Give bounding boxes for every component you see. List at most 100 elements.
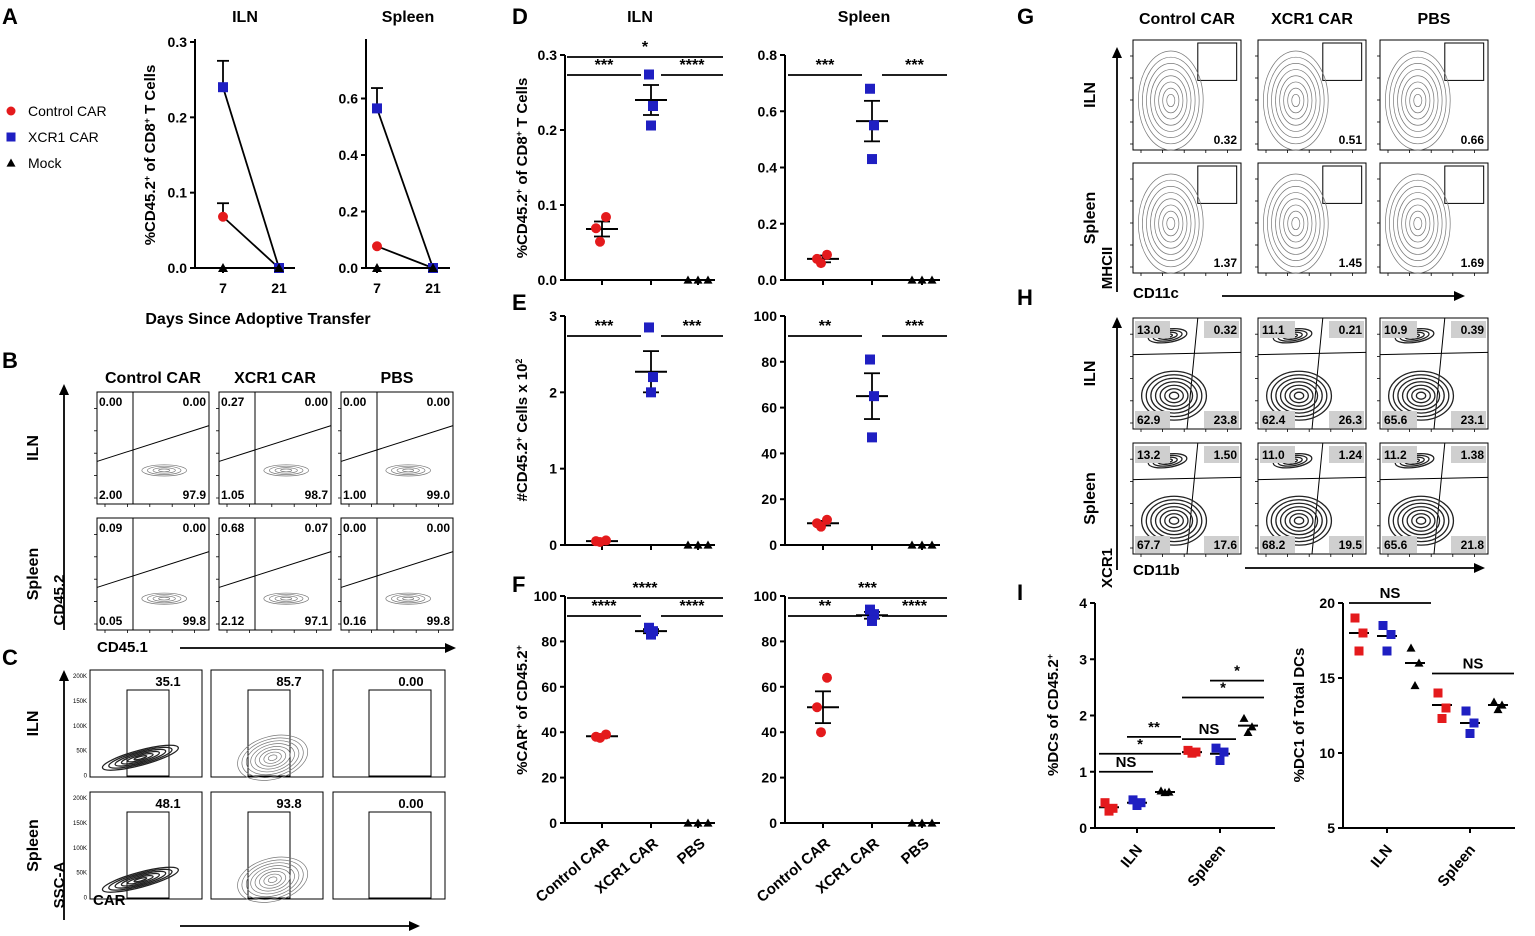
g-col-2: PBS bbox=[1418, 11, 1451, 28]
c-yaxis-label: SSC-A bbox=[51, 861, 68, 908]
c-row-0: ILN bbox=[25, 711, 42, 737]
a-yticklabel-0-0: 0.0 bbox=[168, 260, 188, 276]
g-contour bbox=[1158, 81, 1184, 120]
sig-label-6-0: **** bbox=[592, 598, 618, 615]
g-contour bbox=[1389, 56, 1447, 145]
dp-yticklabel-7-2: 40 bbox=[761, 724, 777, 740]
h-xarrow-head bbox=[1474, 563, 1485, 573]
i-point-8 bbox=[1160, 788, 1170, 797]
dp-point-7 bbox=[917, 818, 927, 827]
panel-label-i: I bbox=[1017, 580, 1023, 605]
a-xticklabel-0-0: 7 bbox=[219, 280, 227, 296]
a-yticklabel-1-3: 0.6 bbox=[339, 91, 359, 107]
g-contour bbox=[1138, 173, 1204, 274]
c-contour bbox=[259, 748, 287, 767]
h-q-12-1: 1.38 bbox=[1461, 448, 1485, 462]
c-gate bbox=[247, 689, 291, 777]
g-contour bbox=[1271, 186, 1321, 261]
g-contour bbox=[1271, 63, 1321, 138]
b-q-ul-01: 0.27 bbox=[221, 395, 245, 409]
h-contour-main bbox=[1140, 495, 1208, 546]
g-contour bbox=[1397, 192, 1439, 255]
h-gate-vertical bbox=[1186, 317, 1199, 430]
h-quad-bg bbox=[1451, 536, 1486, 553]
b-q-ur-12: 0.00 bbox=[427, 521, 451, 535]
a-point-1 bbox=[428, 263, 438, 272]
b-q-ll-02: 1.00 bbox=[343, 488, 367, 502]
g-gate bbox=[1444, 165, 1485, 204]
i-sig-label-9-1: NS bbox=[1463, 656, 1484, 673]
f-ylabel: %CAR+ of CD45.2+ bbox=[514, 645, 531, 775]
c-value-11: 93.8 bbox=[276, 796, 301, 811]
dp-category-7-2: PBS bbox=[898, 835, 933, 868]
c-contour bbox=[254, 868, 291, 892]
a-yticklabel-0-1: 0.1 bbox=[168, 185, 188, 201]
panel-label-h: H bbox=[1017, 285, 1033, 310]
b-contour bbox=[152, 595, 176, 602]
i-yticklabel-8-3: 3 bbox=[1079, 651, 1087, 667]
h-contour-main bbox=[1168, 516, 1180, 525]
h-q-10-3: 17.6 bbox=[1214, 538, 1238, 552]
h-q-02-3: 23.1 bbox=[1461, 413, 1485, 427]
h-gate-horizontal bbox=[1132, 476, 1242, 481]
dp-point-6 bbox=[703, 818, 713, 827]
i-yticklabel-8-1: 1 bbox=[1079, 764, 1087, 780]
g-contour bbox=[1150, 192, 1192, 255]
b-contour bbox=[402, 468, 415, 473]
h-q-11-2: 68.2 bbox=[1262, 538, 1286, 552]
i-point-9 bbox=[1382, 646, 1392, 656]
h-quad-bg bbox=[1329, 321, 1364, 338]
b-plot-1-2 bbox=[340, 517, 454, 631]
h-contour-main bbox=[1145, 499, 1203, 543]
b-contour bbox=[152, 467, 176, 474]
a-yticklabel-1-2: 0.4 bbox=[339, 147, 359, 163]
legend-label-1: XCR1 CAR bbox=[28, 129, 99, 145]
g-contour bbox=[1283, 81, 1309, 120]
a-xticklabel-1-0: 7 bbox=[373, 280, 381, 296]
sig-label-6-2: **** bbox=[633, 580, 659, 597]
a-series-line-1 bbox=[376, 245, 434, 269]
dp-yticklabel-6-4: 80 bbox=[541, 633, 557, 649]
c-gate bbox=[126, 689, 170, 777]
g-value-00: 0.32 bbox=[1214, 133, 1238, 147]
b-contour bbox=[385, 464, 431, 477]
h-contour-main bbox=[1154, 506, 1194, 536]
g-contour bbox=[1393, 63, 1443, 138]
g-contour bbox=[1291, 216, 1301, 231]
dp-point-3 bbox=[822, 249, 832, 260]
panel-label-b: B bbox=[2, 348, 18, 373]
i-point-8 bbox=[1247, 722, 1257, 731]
dp-yticklabel-5-2: 40 bbox=[761, 445, 777, 461]
b-contour bbox=[263, 464, 309, 477]
a-xlabel: Days Since Adoptive Transfer bbox=[145, 311, 370, 328]
b-q-ur-10: 0.00 bbox=[183, 521, 207, 535]
h-contour-main bbox=[1279, 506, 1319, 536]
sig-label-7-0: ** bbox=[819, 598, 832, 615]
g-value-01: 0.51 bbox=[1339, 133, 1363, 147]
i-sig-label-8-5: * bbox=[1234, 663, 1240, 680]
h-quad-bg bbox=[1204, 446, 1239, 463]
b-q-lr-02: 99.0 bbox=[427, 488, 451, 502]
c-contour bbox=[267, 876, 278, 883]
i-point-8 bbox=[1132, 801, 1142, 810]
c-plot-0-2 bbox=[332, 669, 446, 778]
g-gate bbox=[1322, 42, 1363, 81]
dp-yticklabel-6-0: 0 bbox=[549, 815, 557, 831]
h-q-01-3: 26.3 bbox=[1339, 413, 1363, 427]
dp-point-3 bbox=[865, 83, 875, 94]
b-col-0: Control CAR bbox=[105, 370, 201, 387]
dp-point-3 bbox=[816, 258, 826, 269]
h-contour-main bbox=[1397, 377, 1445, 414]
i-category-8-0: ILN bbox=[1118, 842, 1147, 871]
dp-point-3 bbox=[927, 275, 937, 284]
g-col-1: XCR1 CAR bbox=[1271, 11, 1353, 28]
h-contour-main bbox=[1415, 391, 1427, 400]
g-value-12: 1.69 bbox=[1461, 256, 1485, 270]
b-q-ul-12: 0.00 bbox=[343, 521, 367, 535]
h-q-11-1: 1.24 bbox=[1339, 448, 1363, 462]
dp-point-5 bbox=[927, 540, 937, 549]
g-contour bbox=[1409, 210, 1427, 237]
a-yticklabel-0-2: 0.2 bbox=[168, 109, 188, 125]
h-contour-main bbox=[1392, 499, 1450, 543]
